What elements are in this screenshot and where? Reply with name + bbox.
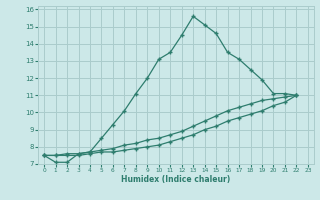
X-axis label: Humidex (Indice chaleur): Humidex (Indice chaleur) bbox=[121, 175, 231, 184]
